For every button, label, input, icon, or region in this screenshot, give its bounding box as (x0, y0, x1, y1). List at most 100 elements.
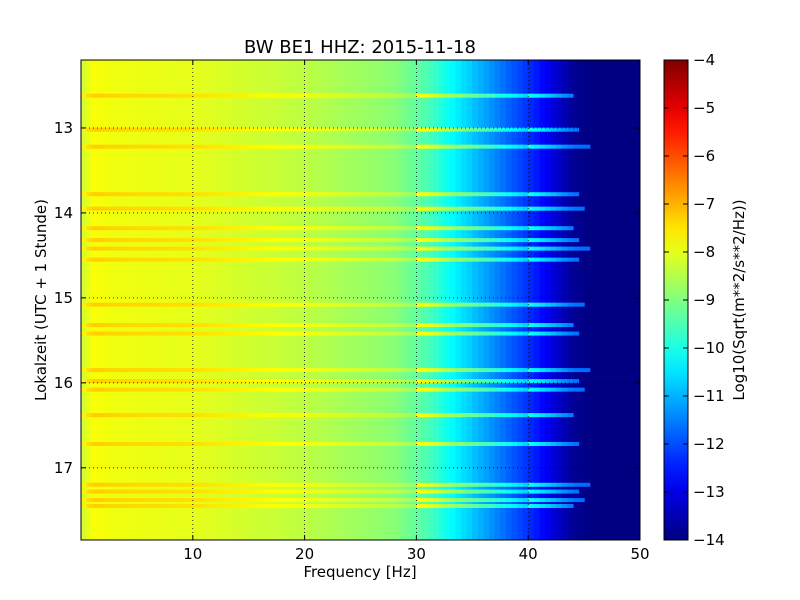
heatmap-cell (226, 379, 233, 384)
heatmap-cell (332, 127, 339, 132)
heatmap-cell (209, 226, 216, 231)
heatmap-cell (276, 387, 283, 392)
heatmap-cell (226, 323, 233, 328)
heatmap-cell (92, 498, 99, 503)
heatmap-cell (265, 302, 272, 307)
heatmap-cell (310, 226, 317, 231)
heatmap-cell (259, 302, 267, 307)
heatmap-cell (388, 226, 395, 231)
heatmap-cell (248, 498, 255, 503)
heatmap-cell (176, 498, 183, 503)
heatmap-column (192, 60, 199, 540)
heatmap-cell (321, 302, 328, 307)
heatmap-cell (489, 387, 496, 392)
heatmap-cell (86, 482, 93, 487)
heatmap-row (81, 246, 591, 251)
heatmap-cell (293, 192, 300, 197)
heatmap-cell (533, 482, 540, 487)
heatmap-cell (539, 413, 546, 418)
heatmap-cell (226, 246, 233, 251)
heatmap-cell (282, 302, 289, 307)
heatmap-cell (338, 387, 345, 392)
heatmap-cell (148, 498, 155, 503)
heatmap-cell (81, 331, 88, 336)
heatmap-cell (114, 368, 121, 373)
heatmap-cell (550, 413, 557, 418)
heatmap-cell (433, 331, 440, 336)
heatmap-cell (170, 257, 177, 262)
heatmap-cell (108, 442, 116, 446)
heatmap-cell (153, 127, 160, 132)
heatmap-cell (505, 323, 513, 328)
heatmap-cell (360, 379, 367, 384)
heatmap-cell (92, 144, 99, 149)
heatmap-cell (377, 442, 384, 446)
heatmap-cell (108, 192, 116, 197)
heatmap-cell (550, 144, 557, 149)
heatmap-cell (578, 498, 585, 503)
heatmap-cell (349, 442, 356, 446)
heatmap-cell (192, 226, 199, 231)
heatmap-cell (550, 442, 557, 446)
heatmap-cell (243, 238, 250, 243)
heatmap-cell (159, 489, 166, 494)
heatmap-cell (304, 257, 311, 262)
heatmap-cell (203, 246, 211, 251)
heatmap-row (81, 93, 574, 98)
heatmap-cell (231, 257, 239, 262)
heatmap-cell (237, 368, 244, 373)
heatmap-cell (131, 246, 138, 251)
heatmap-cell (153, 504, 160, 509)
heatmap-cell (209, 368, 216, 373)
heatmap-cell (466, 238, 473, 243)
heatmap-cell (539, 504, 546, 509)
heatmap-cell (382, 379, 390, 384)
heatmap-cell (259, 442, 267, 446)
heatmap-cell (522, 144, 529, 149)
heatmap-cell (287, 331, 295, 336)
heatmap-cell (405, 331, 412, 336)
heatmap-cell (511, 93, 518, 98)
heatmap-cell (410, 504, 417, 509)
heatmap-cell (522, 504, 529, 509)
heatmap-cell (500, 226, 507, 231)
heatmap-cell (220, 192, 227, 197)
heatmap-column (304, 60, 311, 540)
heatmap-cell (477, 246, 485, 251)
heatmap-cell (343, 93, 350, 98)
heatmap-cell (332, 144, 339, 149)
heatmap-cell (304, 498, 311, 503)
heatmap-cell (271, 498, 278, 503)
heatmap-cell (97, 489, 104, 494)
heatmap-cell (522, 257, 529, 262)
heatmap-cell (567, 323, 574, 328)
heatmap-cell (148, 257, 155, 262)
heatmap-cell (170, 93, 177, 98)
heatmap-cell (243, 323, 250, 328)
heatmap-cell (315, 442, 322, 446)
heatmap-cell (114, 226, 121, 231)
heatmap-cell (377, 93, 384, 98)
heatmap-cell (505, 331, 513, 336)
heatmap-cell (164, 482, 172, 487)
heatmap-cell (209, 127, 216, 132)
heatmap-cell (153, 442, 160, 446)
heatmap-cell (282, 323, 289, 328)
heatmap-cell (500, 482, 507, 487)
heatmap-cell (198, 93, 205, 98)
heatmap-cell (332, 323, 339, 328)
heatmap-cell (500, 498, 507, 503)
heatmap-column (315, 60, 322, 540)
heatmap-cell (310, 206, 317, 211)
heatmap-cell (282, 144, 289, 149)
heatmap-cell (505, 504, 513, 509)
heatmap-cell (164, 257, 172, 262)
heatmap-cell (394, 192, 401, 197)
heatmap-cell (377, 127, 384, 132)
heatmap-cell (248, 246, 255, 251)
heatmap-cell (215, 93, 222, 98)
heatmap-cell (433, 379, 440, 384)
heatmap-column (377, 60, 384, 540)
heatmap-cell (276, 302, 283, 307)
heatmap-cell (315, 238, 322, 243)
